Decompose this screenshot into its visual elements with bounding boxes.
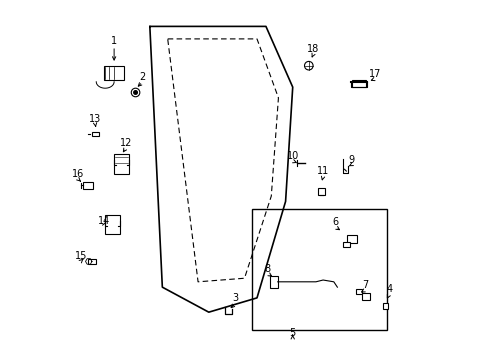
Text: 5: 5 <box>289 328 295 338</box>
Text: 6: 6 <box>332 217 338 227</box>
Bar <box>343 242 349 247</box>
Bar <box>382 302 387 309</box>
Text: 10: 10 <box>286 151 298 161</box>
Text: 14: 14 <box>98 216 110 226</box>
Bar <box>104 215 120 234</box>
Text: 12: 12 <box>120 138 132 148</box>
Text: 8: 8 <box>264 264 270 274</box>
Text: 1: 1 <box>111 36 117 46</box>
Text: 13: 13 <box>89 113 101 123</box>
Bar <box>87 259 95 264</box>
Text: 16: 16 <box>72 169 84 179</box>
Bar <box>351 80 365 87</box>
Bar <box>355 289 361 294</box>
Text: 9: 9 <box>348 155 354 165</box>
Text: 3: 3 <box>232 293 238 303</box>
Bar <box>82 182 93 189</box>
Bar <box>269 275 277 288</box>
Circle shape <box>134 91 137 94</box>
Text: 11: 11 <box>316 166 328 176</box>
Bar <box>251 208 386 330</box>
Text: 17: 17 <box>368 69 380 79</box>
Bar <box>114 154 128 174</box>
Text: 2: 2 <box>139 72 145 82</box>
Bar <box>104 66 123 80</box>
Bar <box>317 188 324 195</box>
Text: 7: 7 <box>362 280 367 290</box>
Bar <box>361 293 369 300</box>
Bar <box>346 235 356 243</box>
Bar <box>91 132 99 136</box>
Text: 15: 15 <box>75 251 87 261</box>
Text: 4: 4 <box>386 284 391 294</box>
Text: 18: 18 <box>306 44 319 54</box>
